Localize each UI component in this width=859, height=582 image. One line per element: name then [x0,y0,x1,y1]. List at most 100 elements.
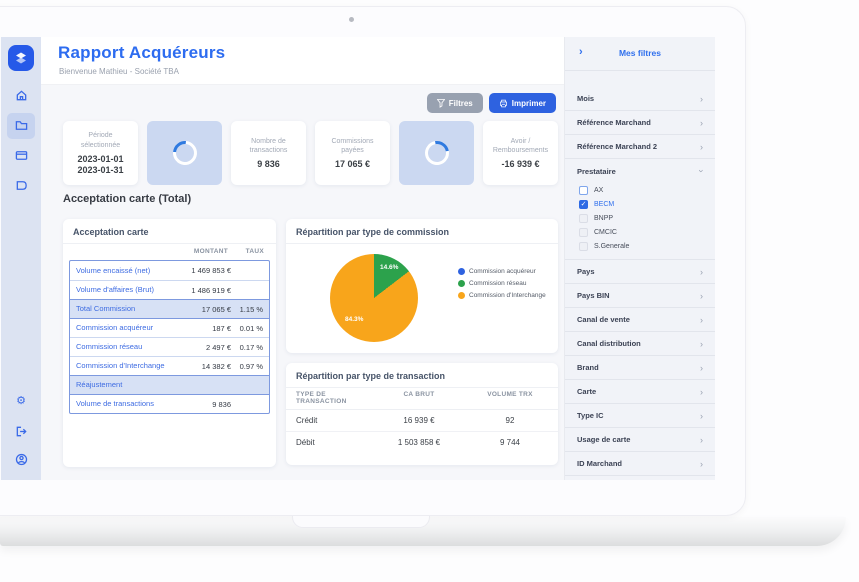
nav-home[interactable] [1,89,41,102]
check-icon: ✓ [580,200,587,208]
acceptation-table-header: MONTANT TAUX [63,244,276,258]
trx-volume: 92 [505,416,515,425]
dashboard-display: ⚙ Rapport Acquéreurs Bienvenue Mathieu -… [1,37,715,480]
stat-card-loading [147,121,222,185]
app-logo[interactable] [8,45,34,71]
filter-label: Référence Marchand 2 [577,142,658,151]
checkbox-unchecked[interactable] [579,241,588,251]
filter-label: Brand [577,363,599,372]
filter-item[interactable]: Pays › [565,260,715,284]
filter-label: Mois [577,94,595,103]
acceptation-table-row: Commission acquéreur 187 € 0.01 % [70,318,269,337]
collapse-panel-icon[interactable]: › [579,46,583,58]
row-taux: 0.01 % [239,323,263,333]
filters-button[interactable]: Filtres [426,93,483,113]
stat-label: Commissions payées [331,137,374,154]
laptop-screen: ⚙ Rapport Acquéreurs Bienvenue Mathieu -… [0,6,746,516]
chevron-right-icon: › [700,386,703,397]
prestataire-option-label: BNPP [594,214,614,222]
prestataire-option-label: BECM [594,200,615,208]
row-montant: 1 486 919 € [191,285,231,295]
filter-section-prestataire[interactable]: Prestataire › [565,159,715,183]
acceptation-card: Acceptation carte MONTANT TAUX Volume en… [63,219,276,467]
home-icon [16,90,26,101]
acceptation-card-title: Acceptation carte [63,219,276,244]
checkbox-checked[interactable]: ✓ [579,199,588,209]
column-volume-trx: VOLUME TRX [487,391,533,398]
filter-item[interactable]: Référence Marchand › [565,111,715,135]
filter-item[interactable]: Usage de carte › [565,428,715,452]
row-taux: 0.17 % [239,342,263,352]
transaction-table: Crédit 16 939 € 92 Débit 1 503 858 € 9 744 [286,410,558,453]
transaction-table-row: Crédit 16 939 € 92 [286,410,558,431]
filter-item[interactable]: Pays BIN › [565,284,715,308]
legend-dot-icon [458,292,465,299]
filter-item[interactable]: Mois › [565,87,715,111]
filter-item[interactable]: Canal de vente › [565,308,715,332]
loading-spinner-icon [419,136,454,170]
gear-icon: ⚙ [16,395,26,407]
filters-panel: › Mes filtres Mois › Référence Marchand › Ré… [564,37,715,480]
checkbox-unchecked[interactable] [579,185,588,195]
filter-label: Référence Marchand [577,118,651,127]
stat-card-transactions: Nombre de transactions 9 836 [231,121,306,185]
legend-dot-icon [458,280,465,287]
filter-list-top: Mois › Référence Marchand › Référence Marcha… [565,87,715,159]
stat-label: Nombre de transactions [249,137,288,154]
chevron-right-icon: › [700,410,703,421]
page-title: Rapport Acquéreurs [58,43,226,62]
nav-logout[interactable] [1,425,41,438]
legend-dot-icon [458,268,465,275]
prestataire-option[interactable]: BNPP [579,211,715,225]
filter-label: Pays BIN [577,291,610,300]
page-subtitle: Bienvenue Mathieu - Société TBA [59,67,179,76]
chart-legend: Commission acquéreur Commission réseau Com… [458,268,546,304]
stat-card-period: Période sélectionnée 2023-01-01 2023-01-… [63,121,138,185]
chevron-down-icon: › [696,169,707,173]
checkbox-unchecked[interactable] [579,227,588,237]
print-button[interactable]: Imprimer [488,93,556,113]
stat-value: 9 836 [257,159,280,170]
logout-icon [16,426,27,437]
acceptation-table-row: Total Commission 17 065 € 1.15 % [70,299,269,318]
acceptation-table-row: Commission d'Interchange 14 382 € 0.97 % [70,356,269,375]
filters-button-label: Filtres [448,98,473,108]
prestataire-option[interactable]: AX [579,183,715,197]
filter-item[interactable]: Brand › [565,356,715,380]
row-label: Réajustement [76,380,123,390]
print-button-label: Imprimer [511,98,546,108]
nav-profile[interactable] [1,453,41,466]
acceptation-table: Volume encaissé (net) 1 469 853 € Volume d… [69,260,270,414]
nav-cards[interactable] [1,149,41,162]
page-header: Rapport Acquéreurs Bienvenue Mathieu - S… [41,37,564,85]
filter-label: Usage de carte [577,435,631,444]
credit-card-icon [15,151,27,160]
filter-item[interactable]: Carte › [565,380,715,404]
filter-label: Prestataire [577,166,616,176]
prestataire-option[interactable]: CMCIC [579,225,715,239]
filter-item[interactable]: ID Marchand › [565,452,715,476]
filter-item[interactable]: Canal distribution › [565,332,715,356]
stat-value: 17 065 € [334,159,371,170]
filter-label: Pays [577,267,595,276]
nav-settings[interactable]: ⚙ [1,395,41,407]
nav-tags[interactable] [1,179,41,192]
filter-icon [436,98,445,108]
row-montant: 17 065 € [201,304,231,314]
prestataire-option[interactable]: S.Generale [579,239,715,253]
trx-ca-brut: 16 939 € [403,416,435,425]
prestataire-option-label: AX [594,186,604,194]
filter-item[interactable]: Type IC › [565,404,715,428]
stat-label: Période sélectionnée [80,132,121,149]
nav-reports[interactable] [1,119,41,132]
legend-label: Commission réseau [469,280,527,287]
prestataire-option[interactable]: ✓ BECM [579,197,715,211]
active-nav-highlight [7,113,35,139]
loading-spinner-icon [167,136,202,170]
row-montant: 2 497 € [205,342,231,352]
trx-ca-brut: 1 503 858 € [397,438,441,447]
trx-volume: 9 744 [499,438,521,447]
tag-icon [16,181,27,190]
filter-item[interactable]: Référence Marchand 2 › [565,135,715,159]
checkbox-unchecked[interactable] [579,213,588,223]
